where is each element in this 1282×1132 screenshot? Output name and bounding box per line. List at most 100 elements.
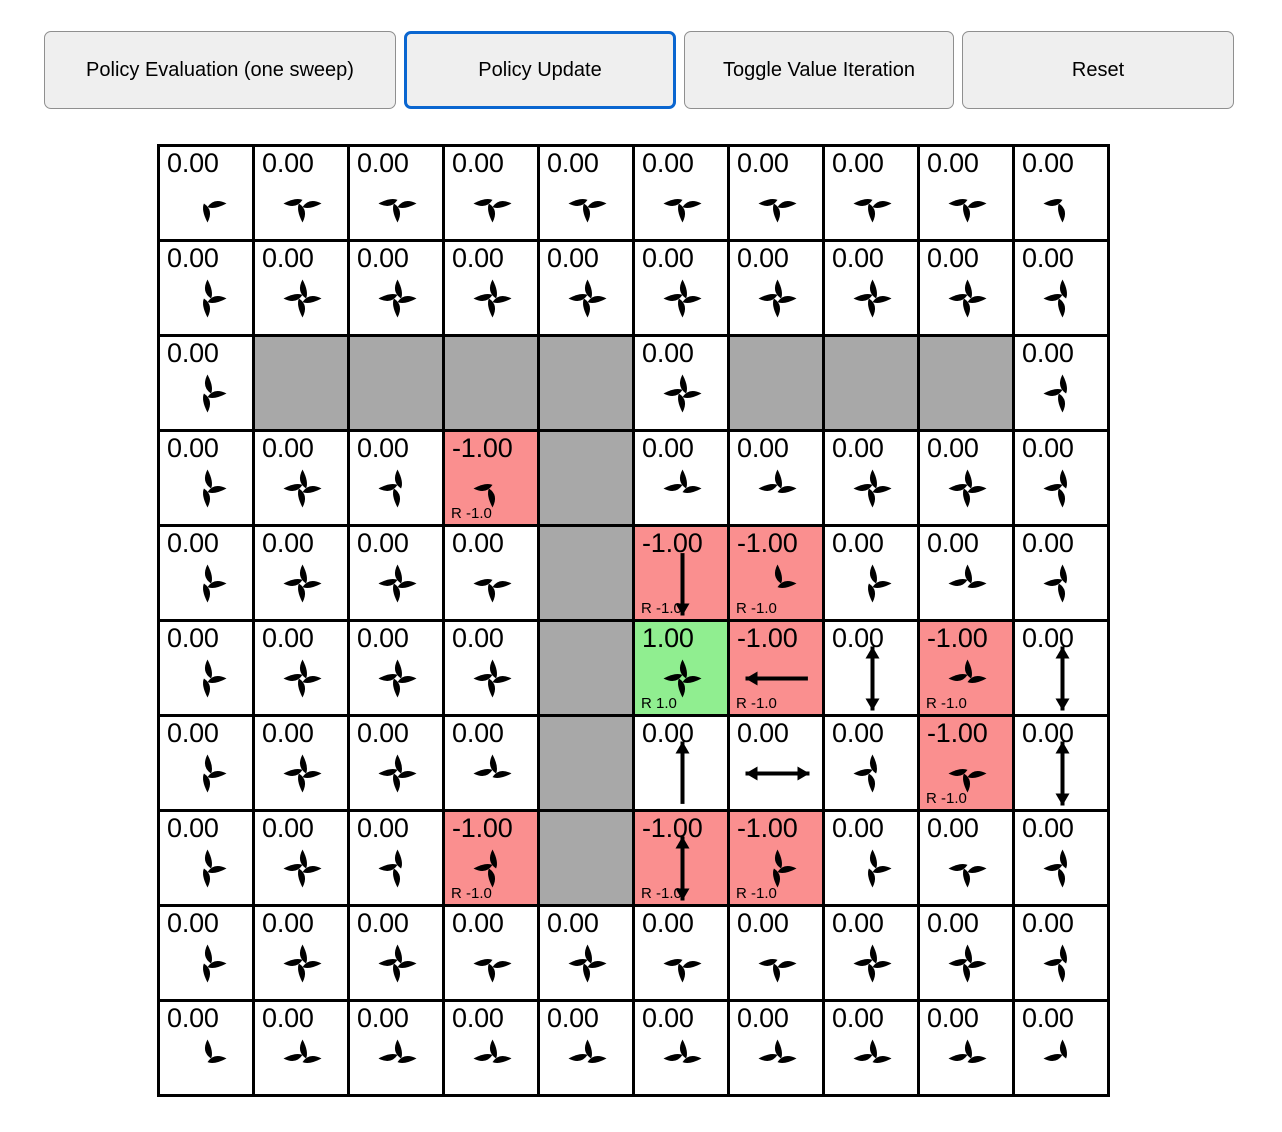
grid-cell[interactable]: 0.00 [445,527,540,622]
grid-cell[interactable]: 0.00 [730,907,825,1002]
grid-cell[interactable]: 0.00 [255,907,350,1002]
grid-cell[interactable]: 0.00 [920,242,1015,337]
grid-cell[interactable]: 0.00 [255,717,350,812]
grid-cell[interactable]: 0.00 [1015,432,1110,527]
grid-cell[interactable]: 0.00 [350,1002,445,1097]
grid-cell[interactable]: 0.00 [255,432,350,527]
grid-cell[interactable]: 0.00 [445,242,540,337]
grid-cell-wall[interactable] [825,337,920,432]
grid-cell[interactable]: 0.00 [350,432,445,527]
grid-cell[interactable]: 0.00 [445,1002,540,1097]
grid-cell[interactable]: 0.00 [160,812,255,907]
grid-cell[interactable]: 0.00 [445,147,540,242]
grid-cell[interactable]: 0.00 [1015,812,1110,907]
grid-cell[interactable]: 0.00 [350,717,445,812]
button-toggle-value-iteration[interactable]: Toggle Value Iteration [684,31,954,109]
grid-cell[interactable]: -1.00 R -1.0 [445,812,540,907]
grid-cell-wall[interactable] [920,337,1015,432]
grid-cell[interactable]: 0.00 [635,1002,730,1097]
grid-cell[interactable]: 0.00 [635,337,730,432]
grid-cell[interactable]: 0.00 [350,812,445,907]
grid-cell[interactable]: 0.00 [160,622,255,717]
grid-cell[interactable]: -1.00 R -1.0 [730,527,825,622]
grid-cell-wall[interactable] [730,337,825,432]
grid-cell[interactable]: 0.00 [730,432,825,527]
grid-cell[interactable]: 0.00 [730,242,825,337]
grid-cell[interactable]: 0.00 [160,907,255,1002]
grid-cell[interactable]: 0.00 [255,527,350,622]
grid-cell[interactable]: 0.00 [1015,907,1110,1002]
grid-cell[interactable]: 0.00 [255,1002,350,1097]
grid-cell[interactable]: 0.00 [825,147,920,242]
grid-cell[interactable]: -1.00 R -1.0 [920,717,1015,812]
button-reset[interactable]: Reset [962,31,1234,109]
grid-cell[interactable]: 0.00 [730,1002,825,1097]
grid-cell[interactable]: 0.00 [825,1002,920,1097]
grid-cell[interactable]: 0.00 [825,907,920,1002]
grid-cell[interactable]: 0.00 [1015,527,1110,622]
grid-cell-wall[interactable] [350,337,445,432]
grid-cell[interactable]: -1.00 R -1.0 [730,812,825,907]
grid-cell[interactable]: 0.00 [160,242,255,337]
grid-cell-wall[interactable] [540,717,635,812]
button-policy-evaluation[interactable]: Policy Evaluation (one sweep) [44,31,396,109]
grid-cell[interactable]: 0.00 [635,242,730,337]
grid-cell[interactable]: 0.00 [445,622,540,717]
grid-cell-wall[interactable] [540,812,635,907]
grid-cell[interactable]: 0.00 [1015,1002,1110,1097]
grid-cell[interactable]: 0.00 [1015,242,1110,337]
grid-cell[interactable]: 0.00 [730,717,825,812]
grid-cell[interactable]: 0.00 [825,432,920,527]
grid-cell[interactable]: 0.00 [160,147,255,242]
grid-cell[interactable]: 0.00 [920,527,1015,622]
grid-cell[interactable]: 0.00 [160,717,255,812]
grid-cell[interactable]: 0.00 [920,432,1015,527]
grid-cell[interactable]: -1.00 R -1.0 [730,622,825,717]
grid-cell[interactable]: 0.00 [825,242,920,337]
grid-cell[interactable]: 0.00 [350,527,445,622]
grid-cell[interactable]: 0.00 [635,907,730,1002]
grid-cell[interactable]: 0.00 [350,907,445,1002]
grid-cell[interactable]: 0.00 [445,717,540,812]
grid-cell[interactable]: 0.00 [160,527,255,622]
grid-cell-wall[interactable] [540,527,635,622]
grid-cell-wall[interactable] [540,622,635,717]
grid-cell[interactable]: 0.00 [825,527,920,622]
grid-cell[interactable]: 0.00 [160,432,255,527]
grid-cell[interactable]: 0.00 [1015,337,1110,432]
grid-cell[interactable]: 0.00 [825,717,920,812]
grid-cell-wall[interactable] [540,432,635,527]
grid-cell[interactable]: 0.00 [730,147,825,242]
grid-cell[interactable]: 0.00 [350,622,445,717]
grid-cell[interactable]: -1.00 R -1.0 [635,812,730,907]
grid-cell[interactable]: 0.00 [1015,717,1110,812]
grid-cell[interactable]: 0.00 [540,1002,635,1097]
grid-cell[interactable]: 0.00 [160,1002,255,1097]
grid-cell[interactable]: 0.00 [635,147,730,242]
grid-cell[interactable]: 0.00 [920,147,1015,242]
grid-cell[interactable]: -1.00 R -1.0 [635,527,730,622]
grid-cell[interactable]: 0.00 [255,147,350,242]
grid-cell[interactable]: 0.00 [635,717,730,812]
grid-cell-wall[interactable] [445,337,540,432]
grid-cell[interactable]: 0.00 [920,812,1015,907]
grid-cell[interactable]: 0.00 [255,812,350,907]
grid-cell[interactable]: 1.00 R 1.0 [635,622,730,717]
grid-cell[interactable]: 0.00 [350,147,445,242]
grid-cell[interactable]: -1.00 R -1.0 [920,622,1015,717]
grid-cell[interactable]: 0.00 [540,242,635,337]
grid-cell-wall[interactable] [540,337,635,432]
grid-cell[interactable]: 0.00 [825,622,920,717]
grid-cell[interactable]: 0.00 [255,622,350,717]
grid-cell[interactable]: 0.00 [635,432,730,527]
grid-cell[interactable]: 0.00 [920,1002,1015,1097]
button-policy-update[interactable]: Policy Update [404,31,676,109]
grid-cell[interactable]: 0.00 [540,907,635,1002]
grid-cell-wall[interactable] [255,337,350,432]
grid-cell[interactable]: 0.00 [1015,147,1110,242]
grid-cell[interactable]: 0.00 [445,907,540,1002]
grid-cell[interactable]: 0.00 [825,812,920,907]
grid-cell[interactable]: 0.00 [255,242,350,337]
grid-cell[interactable]: 0.00 [920,907,1015,1002]
grid-cell[interactable]: 0.00 [350,242,445,337]
